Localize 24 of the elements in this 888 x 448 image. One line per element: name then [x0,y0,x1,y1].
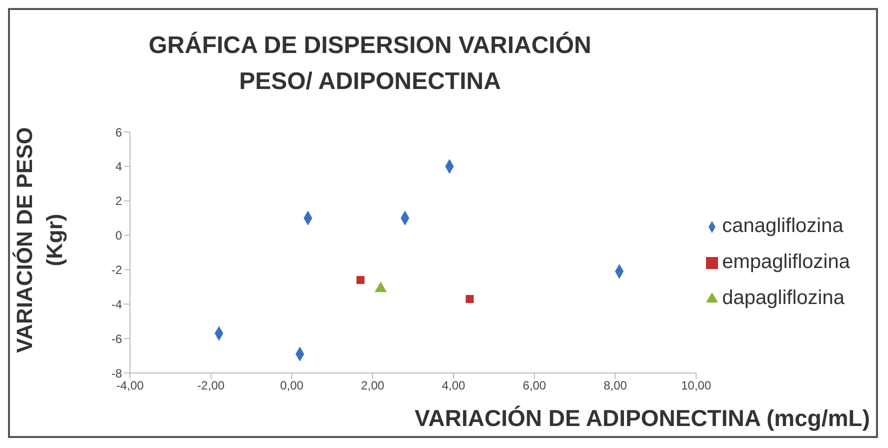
x-tick-label: 10,00 [681,378,712,393]
x-tick-label: -4,00 [116,378,144,393]
y-tick-label: -2 [111,262,122,277]
x-tick-label: 0,00 [280,378,304,393]
x-tick-label: 8,00 [604,378,628,393]
x-tick-label: 2,00 [360,378,385,393]
x-tick-label: -2,00 [197,378,225,393]
legend-label: empagliflozina [722,251,850,273]
y-tick-label: 4 [115,160,122,174]
legend-label: dapagliflozina [722,287,844,309]
x-tick-label: 6,00 [522,378,546,393]
chart-title: GRÁFICA DE DISPERSION VARIACIÓN PESO/ ADIPONECTINA [148,30,592,97]
y-tick-label: 6 [115,125,122,140]
y-axis-title: VARIACIÓN DE PESO (Kgr) [11,126,68,355]
y-tick-label: -8 [111,366,122,380]
y-tick-label: 2 [115,194,122,208]
y-tick-label: -6 [111,332,122,346]
point [356,276,364,284]
x-axis-title: VARIACIÓN DE ADIPONECTINA (mcg/mL) [414,405,870,432]
legend-label: canagliflozina [722,215,844,237]
y-tick-label: 0 [115,228,122,243]
x-tick-label: 4,00 [442,378,466,393]
y-tick-label: -4 [111,297,122,312]
point [466,294,474,303]
